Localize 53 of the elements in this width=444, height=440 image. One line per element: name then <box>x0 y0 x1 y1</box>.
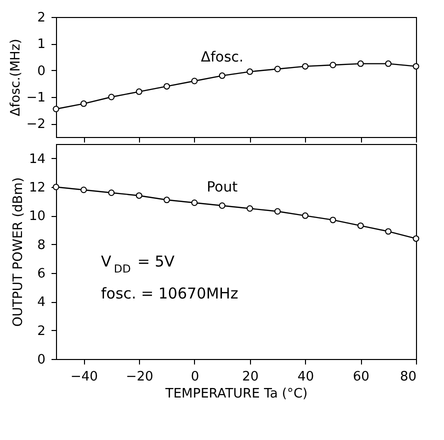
y-tick-label: 12 <box>28 180 46 196</box>
y-tick-label: −1 <box>26 90 46 106</box>
y-tick-label: 8 <box>37 238 46 253</box>
point <box>412 63 420 70</box>
point <box>191 78 198 84</box>
point <box>412 235 420 242</box>
y-tick-label: 0 <box>37 352 46 368</box>
y-tick-label: 6 <box>37 266 46 282</box>
annotation: fosc. = 10670MHz <box>101 284 238 303</box>
y-tick-label: −2 <box>26 117 46 132</box>
point <box>164 83 170 90</box>
point <box>52 106 60 112</box>
point <box>385 228 392 235</box>
y-tick-label: 10 <box>28 209 46 224</box>
y-tick-label: 0 <box>37 64 46 79</box>
point <box>302 212 308 219</box>
y-tick-label: 14 <box>28 152 46 167</box>
x-tick-label: −40 <box>70 370 98 384</box>
point <box>80 186 87 194</box>
y-tick-label: 2 <box>37 324 46 339</box>
point <box>330 62 336 68</box>
point <box>218 202 226 209</box>
point <box>385 60 392 67</box>
point <box>80 100 87 107</box>
x-tick-label: 0 <box>190 370 200 384</box>
point <box>164 196 170 204</box>
point <box>246 205 254 212</box>
point <box>108 190 115 196</box>
series-label: Pout <box>206 180 238 196</box>
point <box>274 208 281 215</box>
series-label: Δfosc. <box>200 50 244 66</box>
point <box>108 94 115 100</box>
point <box>218 72 226 79</box>
point <box>274 66 281 72</box>
x-tick-label: 80 <box>400 370 416 384</box>
point <box>357 222 364 229</box>
y-axis-title: Δfosc.(MHz) <box>8 38 24 116</box>
point <box>136 88 142 95</box>
y-tick-label: 4 <box>37 295 46 310</box>
point <box>357 60 364 67</box>
y-tick-label: 1 <box>37 37 46 52</box>
x-axis-title: TEMPERATURE Ta (°C) <box>164 386 308 402</box>
y-tick-label: 2 <box>37 10 46 26</box>
point <box>191 200 198 206</box>
x-tick-label: 40 <box>297 370 314 384</box>
point <box>246 68 254 75</box>
y-axis-title: OUTPUT POWER (dBm) <box>10 177 26 327</box>
x-tick-label: 20 <box>242 370 259 384</box>
point <box>330 216 336 224</box>
point <box>302 63 308 70</box>
point <box>136 192 142 199</box>
x-tick-label: −20 <box>126 370 154 384</box>
x-tick-label: 60 <box>352 370 370 384</box>
